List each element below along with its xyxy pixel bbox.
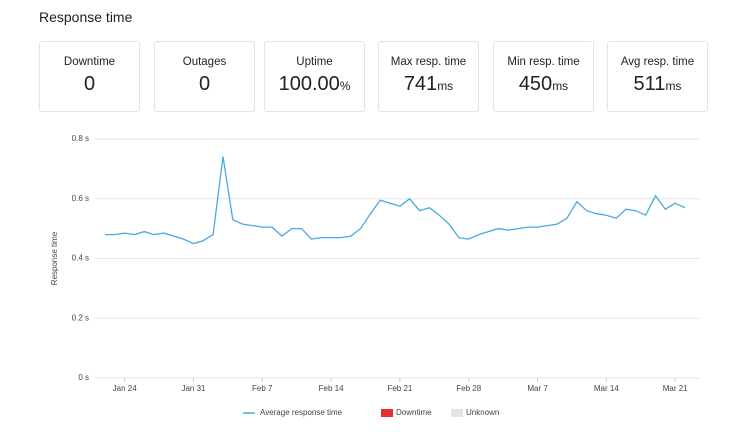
stat-card: Uptime 100.00% [264,41,365,112]
y-tick-label: 0 s [78,373,89,382]
stat-value: 741 [403,73,438,95]
section-title: Response time [39,9,133,25]
y-tick-label: 0.2 s [72,313,89,322]
stat-value-row: 0 [155,73,254,96]
x-tick-label: Mar 14 [594,384,619,393]
stat-value-row: 0 [40,73,139,96]
x-tick-label: Feb 21 [387,384,412,393]
x-tick-label: Jan 24 [113,384,138,393]
stat-unit: ms [665,79,682,93]
stat-value: 450 [518,73,553,95]
x-tick-label: Mar 21 [663,384,688,393]
line-series [105,156,686,245]
stat-value-row: 741ms [379,73,478,96]
legend-swatch [381,409,393,417]
stat-value: 511 [633,73,666,95]
stat-label: Outages [182,56,227,68]
legend-label: Downtime [396,408,432,417]
x-tick-label: Feb 28 [456,384,481,393]
stat-card: Max resp. time 741ms [378,41,479,112]
stat-unit: ms [552,79,569,93]
stat-label: Min resp. time [507,56,580,68]
stat-unit: % [339,79,351,93]
y-tick-label: 0.4 s [72,254,89,263]
stat-label: Max resp. time [390,56,467,68]
stat-value-row: 100.00% [265,73,364,96]
x-tick-label: Mar 7 [527,384,548,393]
legend-swatch [451,409,463,417]
stat-value: 0 [198,73,211,95]
stat-label: Avg resp. time [620,56,695,68]
x-tick-label: Feb 7 [252,384,273,393]
stat-value-row: 511ms [608,73,707,96]
y-tick-label: 0.8 s [72,134,89,143]
legend-label: Average response time [260,408,343,417]
y-axis-label: Response time [50,231,59,285]
x-tick-label: Feb 14 [319,384,344,393]
y-tick-label: 0.6 s [72,194,89,203]
stat-label: Downtime [63,56,116,68]
legend-label: Unknown [466,408,499,417]
x-tick-label: Jan 31 [181,384,206,393]
stat-label: Uptime [296,56,333,68]
stat-card: Downtime 0 [39,41,140,112]
stat-unit: ms [437,79,454,93]
stat-value: 0 [83,73,96,95]
stat-value: 100.00 [278,73,340,95]
stat-card: Outages 0 [154,41,255,112]
stat-value-row: 450ms [494,73,593,96]
stat-card: Min resp. time 450ms [493,41,594,112]
stat-card: Avg resp. time 511ms [607,41,708,112]
